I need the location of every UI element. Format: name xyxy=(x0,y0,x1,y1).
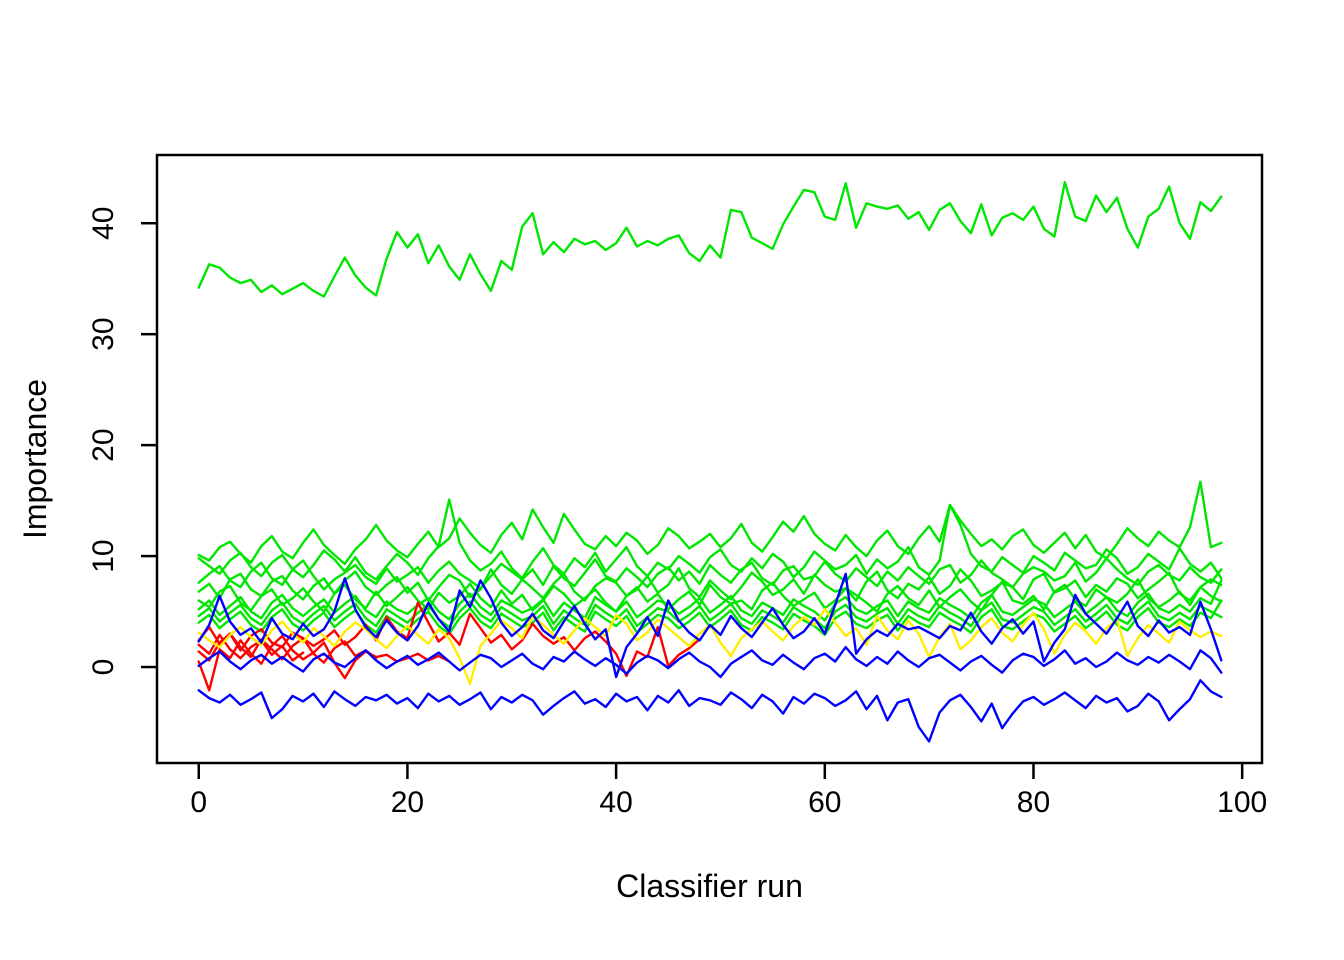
series-line-green-7 xyxy=(197,579,1223,622)
series-line-blue-mean xyxy=(197,645,1223,679)
series-line-green-top xyxy=(197,180,1223,298)
series-line-red-2 xyxy=(197,634,451,692)
series-group xyxy=(197,180,1223,743)
series-line-green-2 xyxy=(197,480,1223,565)
series-line-green-5 xyxy=(197,567,1223,602)
y-tick-label: 0 xyxy=(87,659,120,676)
y-tick-label: 30 xyxy=(87,317,120,350)
x-tick-label: 20 xyxy=(391,786,424,819)
y-tick-label: 20 xyxy=(87,428,120,461)
x-tick-label: 100 xyxy=(1217,786,1267,819)
x-axis-title: Classifier run xyxy=(616,868,803,904)
y-axis-title: Importance xyxy=(17,379,53,539)
plot-box xyxy=(155,153,1264,765)
x-tick-label: 40 xyxy=(599,786,632,819)
series-line-green-3 xyxy=(197,498,1223,581)
series-line-red-4 xyxy=(197,633,305,662)
y-tick-label: 40 xyxy=(87,207,120,240)
x-tick-label: 80 xyxy=(1017,786,1050,819)
series-line-blue-max xyxy=(197,572,1223,679)
x-tick-label: 60 xyxy=(808,786,841,819)
series-line-green-6 xyxy=(197,578,1223,613)
series-line-green-4 xyxy=(197,557,1223,591)
series-line-green-8 xyxy=(197,600,1223,630)
y-tick-label: 10 xyxy=(87,539,120,572)
series-line-blue-min xyxy=(197,679,1223,743)
x-tick-label: 0 xyxy=(190,786,207,819)
